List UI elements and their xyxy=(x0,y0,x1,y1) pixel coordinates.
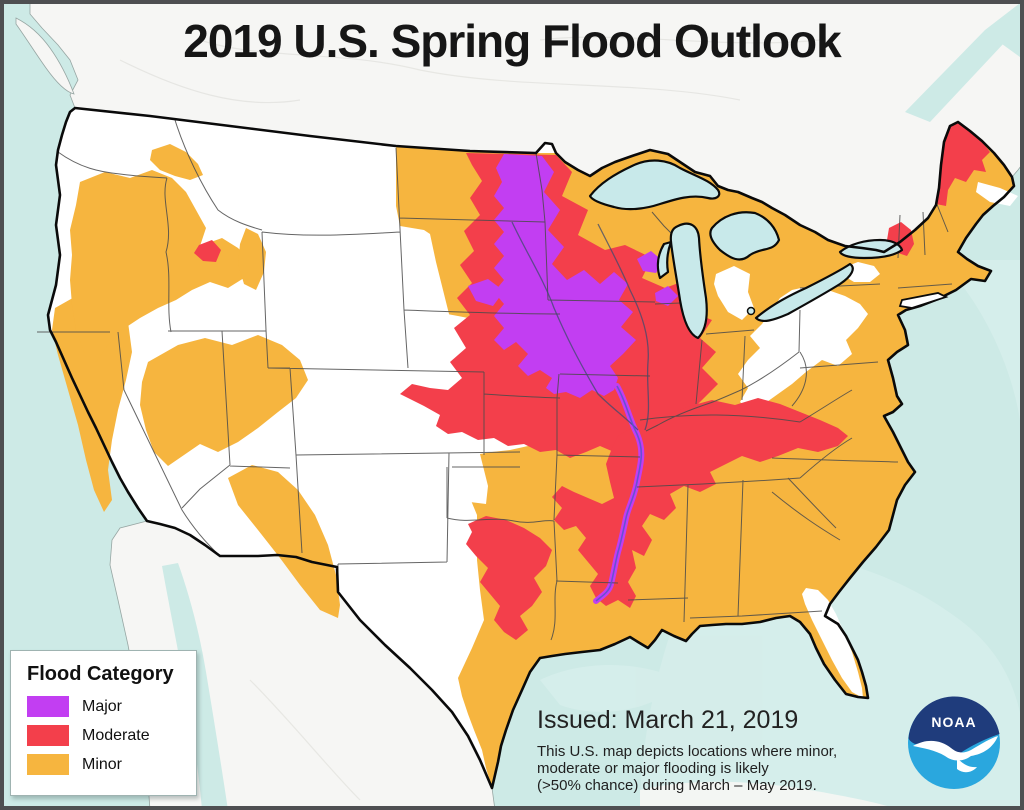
major-flood-regions xyxy=(468,154,678,398)
rivers xyxy=(511,221,650,431)
noaa-seagull-icon xyxy=(913,736,998,761)
east-texas-red xyxy=(466,516,552,640)
legend-label: Moderate xyxy=(82,726,150,744)
idaho-oregon-blob xyxy=(70,170,252,362)
lower-mississippi-tennessee-red xyxy=(552,398,848,608)
wisconsin-purple-2 xyxy=(655,286,678,306)
legend-label: Major xyxy=(82,697,123,715)
az-nm-band xyxy=(228,465,340,618)
missouri-corridor-purple xyxy=(494,154,636,398)
legend-item-moderate: Moderate xyxy=(27,725,196,746)
noaa-logo: NOAA xyxy=(908,696,1000,789)
west-sd-purple xyxy=(468,279,504,306)
noaa-wordmark: NOAA xyxy=(931,714,976,730)
lake-st-clair xyxy=(746,306,756,316)
long-island xyxy=(898,292,949,309)
issued-note-line: (>50% chance) during March – May 2019. xyxy=(537,777,817,794)
noaa-sky xyxy=(908,696,1000,755)
legend-heading: Flood Category xyxy=(27,663,174,685)
legend-label: Minor xyxy=(82,755,123,773)
idaho-red-spot xyxy=(194,240,221,262)
flood-category-legend: Flood Category Major Moderate Minor xyxy=(10,650,197,796)
issued-note-line: This U.S. map depicts locations where mi… xyxy=(537,743,838,760)
moderate-flood-regions xyxy=(194,123,990,640)
lower-mississippi-river-line xyxy=(595,385,643,602)
lake-superior xyxy=(588,159,721,211)
great-basin-band xyxy=(140,335,308,466)
lake-huron xyxy=(709,211,781,261)
major-color-swatch xyxy=(27,696,69,717)
issued-date: Issued: March 21, 2019 xyxy=(537,706,799,734)
florida-white xyxy=(802,588,863,698)
maine-coastal-white xyxy=(976,182,1018,206)
issued-block: Issued: March 21, 2019 This U.S. map dep… xyxy=(537,706,837,794)
michigan-white xyxy=(714,266,754,320)
lake-erie xyxy=(754,262,854,323)
page-title: 2019 U.S. Spring Flood Outlook xyxy=(183,15,842,67)
moderate-color-swatch xyxy=(27,725,69,746)
idaho-panhandle-patch xyxy=(150,144,203,180)
legend-item-minor: Minor xyxy=(27,754,196,775)
cuba xyxy=(640,781,900,810)
noaa-seagull-tail xyxy=(957,758,977,773)
maine-red xyxy=(936,123,990,206)
us-outline xyxy=(46,106,1016,790)
missouri-river xyxy=(511,221,639,431)
sw-montana-patch xyxy=(238,228,266,290)
st-lawrence-river xyxy=(905,0,1024,122)
wisconsin-purple-1 xyxy=(637,251,663,273)
state-boundaries xyxy=(37,119,953,641)
minor-color-swatch xyxy=(27,754,69,775)
legend-item-major: Major xyxy=(27,696,196,717)
great-lakes xyxy=(588,159,904,340)
california-sierra-band xyxy=(52,290,132,512)
vancouver-island xyxy=(15,17,75,95)
green-bay xyxy=(656,240,673,280)
upper-mississippi-river xyxy=(597,223,650,431)
issued-note-line: moderate or major flooding is likely xyxy=(537,760,769,777)
